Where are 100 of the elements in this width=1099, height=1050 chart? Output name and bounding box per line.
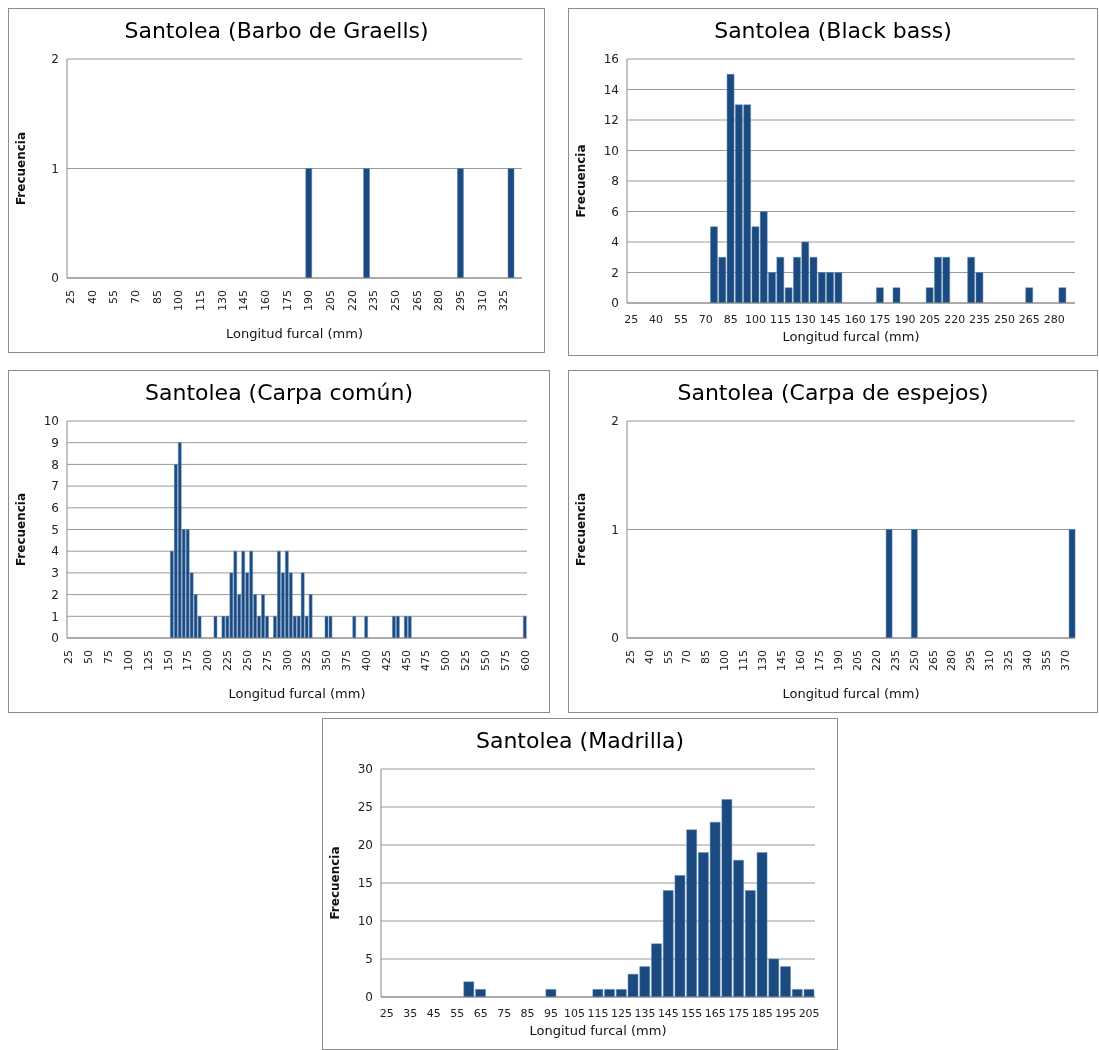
x-tick-label: 100 bbox=[121, 650, 135, 671]
y-tick-label: 2 bbox=[611, 414, 619, 429]
x-tick-label: 115 bbox=[737, 650, 751, 671]
x-tick-label: 25 bbox=[624, 313, 639, 326]
y-tick-label: 16 bbox=[603, 52, 619, 67]
x-tick-label: 310 bbox=[983, 650, 997, 671]
bar bbox=[285, 550, 289, 638]
x-tick-label: 325 bbox=[497, 290, 511, 311]
y-tick-label: 30 bbox=[357, 762, 373, 777]
x-tick-label: 195 bbox=[775, 1007, 797, 1020]
x-tick-label: 75 bbox=[497, 1007, 512, 1020]
x-tick-label: 340 bbox=[1021, 650, 1035, 671]
x-tick-label: 100 bbox=[745, 313, 767, 326]
x-tick-label: 275 bbox=[260, 650, 274, 671]
y-tick-label: 10 bbox=[603, 143, 619, 158]
x-tick-label: 295 bbox=[964, 650, 978, 671]
y-tick-label: 5 bbox=[365, 952, 373, 967]
x-tick-label: 190 bbox=[894, 313, 916, 326]
y-tick-label: 0 bbox=[611, 631, 619, 646]
bar bbox=[241, 550, 245, 638]
x-tick-label: 250 bbox=[240, 650, 254, 671]
y-axis-title: Frecuencia bbox=[574, 492, 589, 567]
y-tick-label: 1 bbox=[611, 522, 619, 537]
x-tick-label: 220 bbox=[869, 650, 883, 671]
bar bbox=[221, 616, 226, 638]
x-tick-label: 115 bbox=[769, 313, 791, 326]
x-tick-label: 45 bbox=[426, 1007, 441, 1020]
bar bbox=[1058, 287, 1067, 303]
y-tick-label: 1 bbox=[51, 161, 59, 176]
x-tick-label: 55 bbox=[107, 290, 121, 304]
x-tick-label: 250 bbox=[907, 650, 921, 671]
x-tick-label: 425 bbox=[379, 650, 393, 671]
x-tick-label: 75 bbox=[102, 650, 116, 664]
y-tick-label: 0 bbox=[365, 990, 373, 1005]
bar bbox=[213, 616, 218, 638]
x-tick-label: 145 bbox=[237, 290, 251, 311]
x-tick-label: 125 bbox=[141, 650, 155, 671]
y-tick-label: 0 bbox=[51, 271, 59, 286]
x-tick-label: 475 bbox=[419, 650, 433, 671]
x-tick-label: 130 bbox=[215, 290, 229, 311]
x-tick-label: 205 bbox=[798, 1007, 820, 1020]
x-tick-label: 85 bbox=[723, 313, 738, 326]
bar bbox=[408, 616, 412, 638]
y-axis-title: Frecuencia bbox=[14, 131, 29, 206]
x-tick-label: 525 bbox=[459, 650, 473, 671]
x-axis-title: Longitud furcal (mm) bbox=[782, 329, 920, 344]
bar bbox=[185, 529, 190, 638]
x-tick-label: 295 bbox=[454, 290, 468, 311]
x-tick-label: 225 bbox=[221, 650, 235, 671]
x-tick-label: 175 bbox=[181, 650, 195, 671]
x-tick-label: 175 bbox=[728, 1007, 750, 1020]
x-tick-label: 265 bbox=[926, 650, 940, 671]
bar bbox=[404, 616, 408, 638]
x-axis-title: Longitud furcal (mm) bbox=[529, 1023, 667, 1038]
bar bbox=[523, 616, 527, 638]
y-tick-label: 1 bbox=[51, 609, 59, 624]
bar bbox=[324, 616, 329, 638]
y-tick-label: 4 bbox=[611, 235, 619, 250]
y-tick-label: 6 bbox=[51, 501, 59, 516]
x-tick-label: 130 bbox=[794, 313, 816, 326]
x-tick-label: 220 bbox=[345, 290, 359, 311]
x-tick-label: 200 bbox=[201, 650, 215, 671]
x-tick-label: 40 bbox=[649, 313, 664, 326]
chart-title: Santolea (Black bass) bbox=[713, 17, 953, 45]
y-tick-label: 4 bbox=[51, 544, 59, 559]
x-tick-label: 160 bbox=[794, 650, 808, 671]
bar bbox=[308, 594, 313, 638]
x-tick-label: 235 bbox=[367, 290, 381, 311]
x-tick-label: 550 bbox=[478, 650, 492, 671]
x-tick-label: 85 bbox=[699, 650, 713, 664]
x-tick-label: 205 bbox=[324, 290, 338, 311]
x-tick-label: 25 bbox=[62, 650, 76, 664]
x-tick-label: 145 bbox=[775, 650, 789, 671]
x-tick-label: 100 bbox=[718, 650, 732, 671]
x-tick-label: 70 bbox=[698, 313, 713, 326]
y-tick-label: 8 bbox=[51, 457, 59, 472]
chart-title: Santolea (Carpa común) bbox=[144, 379, 414, 407]
x-tick-label: 235 bbox=[888, 650, 902, 671]
x-tick-label: 145 bbox=[819, 313, 841, 326]
x-tick-label: 280 bbox=[945, 650, 959, 671]
x-tick-label: 400 bbox=[359, 650, 373, 671]
x-tick-label: 70 bbox=[680, 650, 694, 664]
bar bbox=[249, 550, 253, 638]
y-tick-label: 7 bbox=[51, 479, 59, 494]
x-tick-label: 130 bbox=[756, 650, 770, 671]
x-tick-label: 125 bbox=[610, 1007, 632, 1020]
x-tick-label: 165 bbox=[704, 1007, 726, 1020]
x-tick-label: 600 bbox=[518, 650, 532, 671]
x-tick-label: 40 bbox=[642, 650, 656, 664]
x-tick-label: 55 bbox=[450, 1007, 465, 1020]
y-tick-label: 0 bbox=[611, 296, 619, 311]
x-tick-label: 145 bbox=[657, 1007, 679, 1020]
x-tick-label: 175 bbox=[869, 313, 891, 326]
x-tick-label: 100 bbox=[172, 290, 186, 311]
y-tick-label: 9 bbox=[51, 435, 59, 450]
y-tick-label: 2 bbox=[51, 587, 59, 602]
bar bbox=[300, 572, 305, 638]
y-tick-label: 2 bbox=[611, 265, 619, 280]
x-tick-label: 85 bbox=[150, 290, 164, 304]
x-tick-label: 95 bbox=[544, 1007, 559, 1020]
